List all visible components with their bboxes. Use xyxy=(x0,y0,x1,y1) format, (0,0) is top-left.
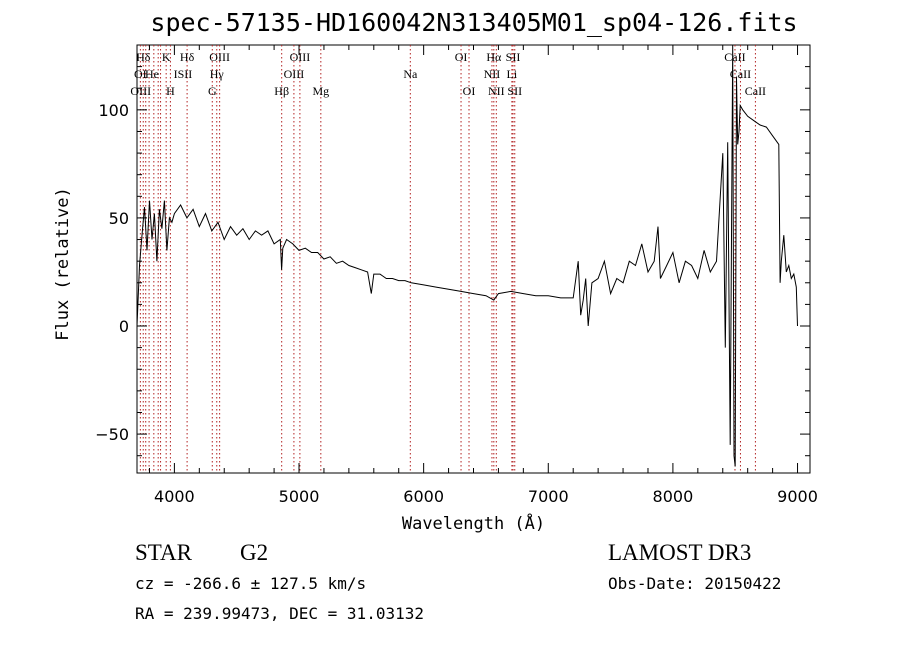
spectral-line-label: He xyxy=(145,67,159,81)
x-tick-label: 9000 xyxy=(777,487,818,506)
y-axis-label: Flux (relative) xyxy=(53,187,73,341)
y-tick-label: 0 xyxy=(119,317,129,336)
spectral-line-label: OIII xyxy=(209,50,230,64)
spectral-line-label: OIII xyxy=(284,67,305,81)
spectral-line-label: SII xyxy=(507,84,522,98)
spectral-line-label: NII xyxy=(488,84,505,98)
x-tick-label: 4000 xyxy=(154,487,195,506)
spectral-line-label: G xyxy=(208,84,217,98)
plot-frame xyxy=(136,44,811,474)
spectral-line-label: OIII xyxy=(290,50,311,64)
object-subclass: G2 xyxy=(240,540,269,565)
spectral-line-label: Li xyxy=(507,67,518,81)
redshift-velocity: cz = -266.6 ± 127.5 km/s xyxy=(135,574,367,593)
observation-date: Obs-Date: 20150422 xyxy=(608,574,782,593)
x-tick-label: 6000 xyxy=(403,487,444,506)
chart-title: spec-57135-HD160042N313405M01_sp04-126.f… xyxy=(150,8,798,37)
x-axis-label: Wavelength (Å) xyxy=(402,512,545,534)
spectral-line-label: Na xyxy=(403,67,418,81)
x-tick-label: 5000 xyxy=(279,487,320,506)
spectral-line-label: OIII xyxy=(130,84,151,98)
y-tick-label: −50 xyxy=(95,425,129,444)
y-tick-label: 100 xyxy=(98,101,129,120)
spectral-line-label: CaII xyxy=(724,50,745,64)
spectrum-line xyxy=(136,44,798,467)
x-tick-label: 8000 xyxy=(653,487,694,506)
spectral-line-label: Hδ xyxy=(180,50,195,64)
spectral-line-label: NII xyxy=(484,67,501,81)
spectral-line-label: Hβ xyxy=(274,84,289,98)
spectral-line-label: SII xyxy=(506,50,521,64)
spectral-line-label: H xyxy=(166,84,175,98)
y-tick-label: 50 xyxy=(109,209,129,228)
survey-label: LAMOST DR3 xyxy=(608,540,752,565)
spectral-line-label: K xyxy=(162,50,171,64)
spectral-line-label: OI xyxy=(455,50,468,64)
spectral-line-label: ISII xyxy=(174,67,193,81)
spectral-line-label: Hα xyxy=(486,50,502,64)
spectral-line-label: OI xyxy=(134,67,147,81)
spectral-line-label: CaII xyxy=(730,67,751,81)
x-tick-label: 7000 xyxy=(528,487,569,506)
spectral-line-label: Hδ xyxy=(136,50,151,64)
sky-coordinates: RA = 239.99473, DEC = 31.03132 xyxy=(135,604,424,623)
spectral-line-label: CaII xyxy=(745,84,766,98)
object-class: STAR xyxy=(135,540,192,565)
spectral-line-label: Hγ xyxy=(210,67,225,81)
spectral-line-label: OI xyxy=(463,84,476,98)
spectral-line-label: Mg xyxy=(312,84,329,98)
